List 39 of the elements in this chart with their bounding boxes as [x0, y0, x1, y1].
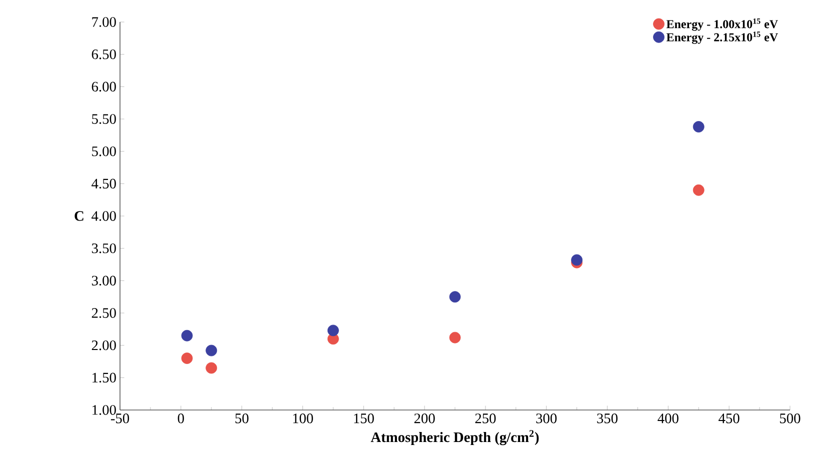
legend-label: Energy - 2.15x10$^{15}$ eV — [666, 32, 778, 44]
point — [692, 184, 704, 196]
y-tick-label: 7.00 — [92, 17, 116, 27]
y-tick-label: 3.50 — [92, 243, 116, 254]
point — [206, 344, 218, 356]
y-tick-label: 1.00 — [92, 405, 116, 415]
x-tick-label: 0 — [178, 414, 184, 424]
point — [206, 362, 218, 374]
point — [181, 352, 193, 364]
x-tick-label: 250 — [475, 414, 496, 424]
x-tick-label: 150 — [354, 414, 374, 424]
point — [692, 121, 704, 132]
x-tick-label: 50 — [235, 414, 248, 424]
x-tick-label: 350 — [597, 414, 618, 424]
point — [181, 330, 193, 342]
y-tick-label: 1.50 — [92, 372, 116, 383]
point — [571, 254, 583, 266]
legend-label: Energy - 1.00x10$^{15}$ eV — [666, 18, 778, 31]
point — [327, 324, 339, 336]
point — [449, 332, 461, 344]
y-tick-label: 4.50 — [92, 178, 116, 189]
y-tick-label: 5.50 — [92, 114, 116, 124]
x-tick-label: -50 — [110, 414, 130, 424]
y-tick-label: 5.00 — [92, 146, 116, 156]
x-tick-label: 450 — [718, 414, 740, 424]
y-tick-label: 3.00 — [92, 276, 116, 286]
x-tick-label: 300 — [536, 414, 557, 424]
x-tick-label: 200 — [414, 414, 435, 424]
x-tick-label: 100 — [293, 414, 313, 424]
y-tick-label: 2.00 — [92, 340, 116, 350]
y-tick-label: 4.00 — [92, 211, 116, 221]
x-axis-title: Atmospheric Depth (g/cm$^{2}$) — [370, 430, 539, 446]
y-axis-title: C — [74, 211, 84, 221]
y-tick-label: 2.50 — [92, 308, 116, 318]
x-tick-label: 500 — [780, 414, 800, 424]
point — [449, 291, 461, 303]
y-tick-label: 6.00 — [92, 82, 116, 92]
y-tick-label: 6.50 — [92, 49, 116, 60]
x-tick-label: 400 — [658, 414, 678, 424]
